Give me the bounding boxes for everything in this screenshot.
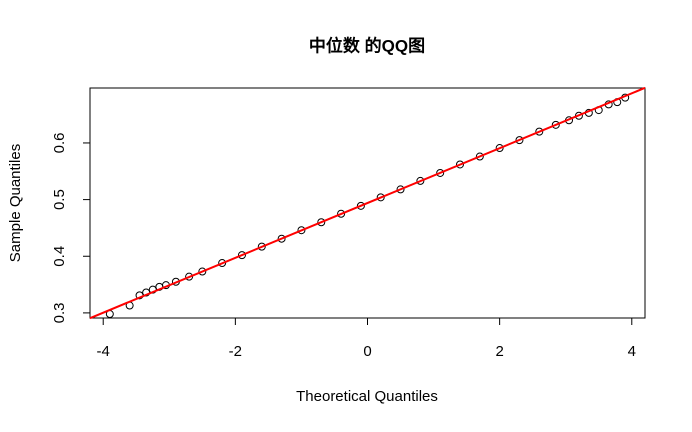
point (535, 127, 544, 136)
point (297, 226, 306, 235)
x-tick-label: 2 (495, 343, 503, 360)
y-tick-label: 0.5 (51, 189, 68, 210)
point (237, 251, 246, 260)
y-tick-label: 0.4 (51, 246, 68, 267)
point (356, 201, 365, 210)
x-tick-label: 0 (363, 343, 371, 360)
point (277, 234, 286, 243)
chart-title: 中位数 的QQ图 (309, 35, 425, 55)
y-axis-label: Sample Quantiles (7, 144, 24, 262)
y-tick-label: 0.3 (51, 302, 68, 323)
y-tick-label: 0.6 (51, 133, 68, 154)
point (337, 209, 346, 218)
point (198, 267, 207, 276)
point (396, 185, 405, 194)
reference-line (89, 86, 646, 320)
x-axis-label: Theoretical Quantiles (296, 388, 438, 405)
point (515, 136, 524, 145)
point (495, 144, 504, 153)
point (317, 218, 326, 227)
point (551, 120, 560, 129)
point (376, 193, 385, 202)
x-tick-label: -4 (97, 343, 110, 360)
point (456, 160, 464, 169)
point (475, 152, 484, 161)
point (436, 168, 445, 177)
point (257, 242, 266, 251)
point (416, 176, 425, 185)
x-tick-label: 4 (628, 343, 636, 360)
x-tick-label: -2 (229, 343, 242, 360)
point (218, 259, 227, 268)
